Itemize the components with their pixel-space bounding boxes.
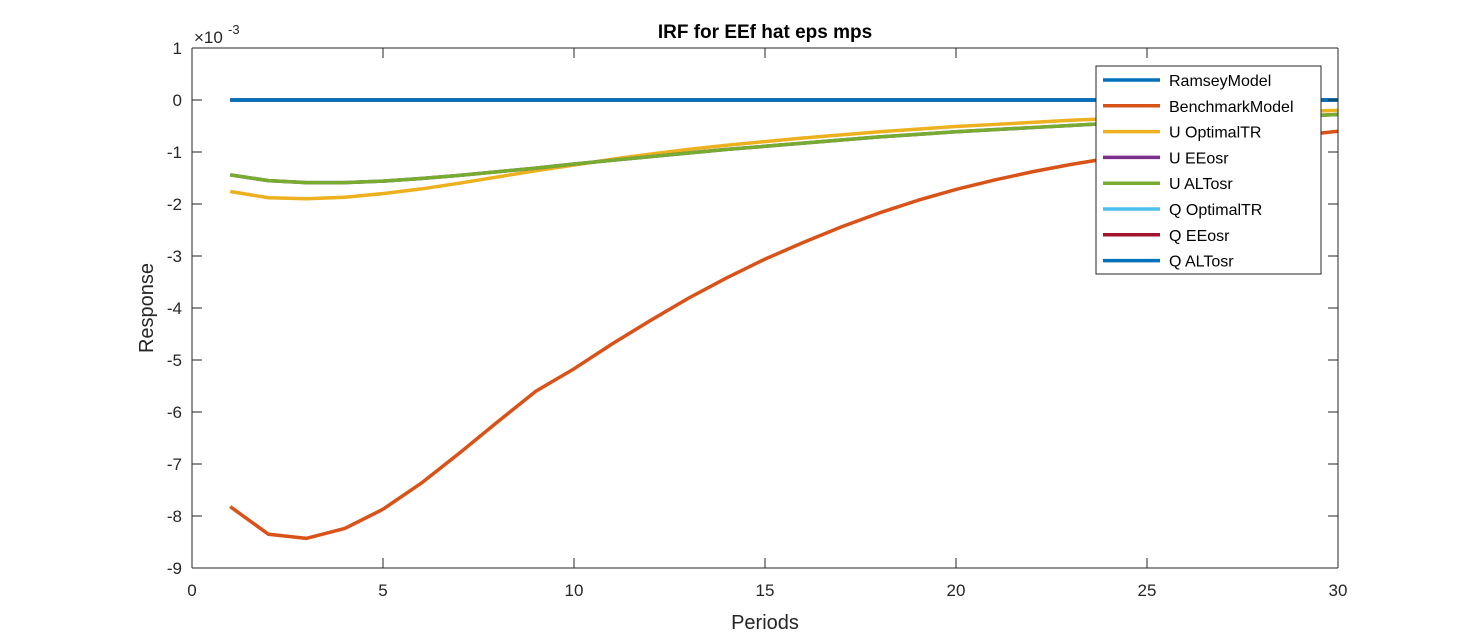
legend-label: U EEosr <box>1169 150 1229 167</box>
x-tick-label: 15 <box>756 581 775 600</box>
plot-area: 0 5 10 15 20 25 30 -9 -8 -7 -6 -5 -4 -3 -2 -1 0 1 <box>167 39 1348 600</box>
legend-label: Q EEosr <box>1169 228 1230 245</box>
y-tick-label: -4 <box>167 299 182 318</box>
y-tick-label: -9 <box>167 559 182 578</box>
y-tick-label: -8 <box>167 507 182 526</box>
y-tick-label: -5 <box>167 351 182 370</box>
x-tick-label: 20 <box>947 581 966 600</box>
legend-label: RamseyModel <box>1169 73 1271 90</box>
y-tick-label: -3 <box>167 247 182 266</box>
legend-box <box>1095 65 1322 275</box>
legend: RamseyModel BenchmarkModel U OptimalTR U EE… <box>1095 65 1322 275</box>
x-tick-label: 0 <box>187 581 196 600</box>
chart-title: IRF for EEf hat eps mps <box>658 22 872 43</box>
x-tick-label: 10 <box>565 581 584 600</box>
y-tick-label: -6 <box>167 403 182 422</box>
y-tick-label: -7 <box>167 455 182 474</box>
legend-label: BenchmarkModel <box>1169 99 1294 116</box>
legend-label: Q ALTosr <box>1169 254 1234 271</box>
y-exponent-base: ×10 <box>194 28 223 47</box>
legend-label: U OptimalTR <box>1169 125 1261 142</box>
y-tick-label: 0 <box>173 91 182 110</box>
y-axis-label: Response <box>136 263 158 353</box>
legend-label: U ALTosr <box>1169 176 1233 193</box>
y-exponent-label: ×10 -3 <box>194 22 240 47</box>
legend-label: Q OptimalTR <box>1169 202 1262 219</box>
tick-group: 0 5 10 15 20 25 30 -9 -8 -7 -6 -5 -4 -3 -2 -1 0 1 <box>167 39 1348 600</box>
y-tick-label: 1 <box>173 39 182 58</box>
x-tick-label: 30 <box>1329 581 1348 600</box>
x-tick-label: 5 <box>378 581 387 600</box>
y-tick-label: -1 <box>167 143 182 162</box>
x-tick-label: 25 <box>1138 581 1157 600</box>
x-axis-label: Periods <box>731 612 799 634</box>
y-tick-label: -2 <box>167 195 182 214</box>
y-exponent-power: -3 <box>228 22 240 37</box>
